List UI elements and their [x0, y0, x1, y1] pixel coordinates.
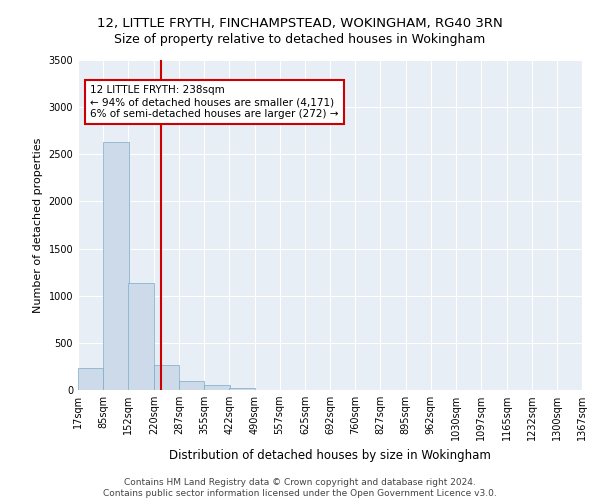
- Text: 12 LITTLE FRYTH: 238sqm
← 94% of detached houses are smaller (4,171)
6% of semi-: 12 LITTLE FRYTH: 238sqm ← 94% of detache…: [91, 86, 339, 118]
- Text: 12, LITTLE FRYTH, FINCHAMPSTEAD, WOKINGHAM, RG40 3RN: 12, LITTLE FRYTH, FINCHAMPSTEAD, WOKINGH…: [97, 18, 503, 30]
- Bar: [78, 368, 103, 390]
- Bar: [229, 388, 254, 390]
- X-axis label: Distribution of detached houses by size in Wokingham: Distribution of detached houses by size …: [169, 448, 491, 462]
- Bar: [128, 284, 154, 390]
- Bar: [154, 366, 179, 390]
- Text: Contains HM Land Registry data © Crown copyright and database right 2024.
Contai: Contains HM Land Registry data © Crown c…: [103, 478, 497, 498]
- Bar: [204, 386, 230, 390]
- Y-axis label: Number of detached properties: Number of detached properties: [33, 138, 43, 312]
- Text: Size of property relative to detached houses in Wokingham: Size of property relative to detached ho…: [115, 32, 485, 46]
- Bar: [179, 380, 204, 390]
- Bar: [103, 142, 129, 390]
